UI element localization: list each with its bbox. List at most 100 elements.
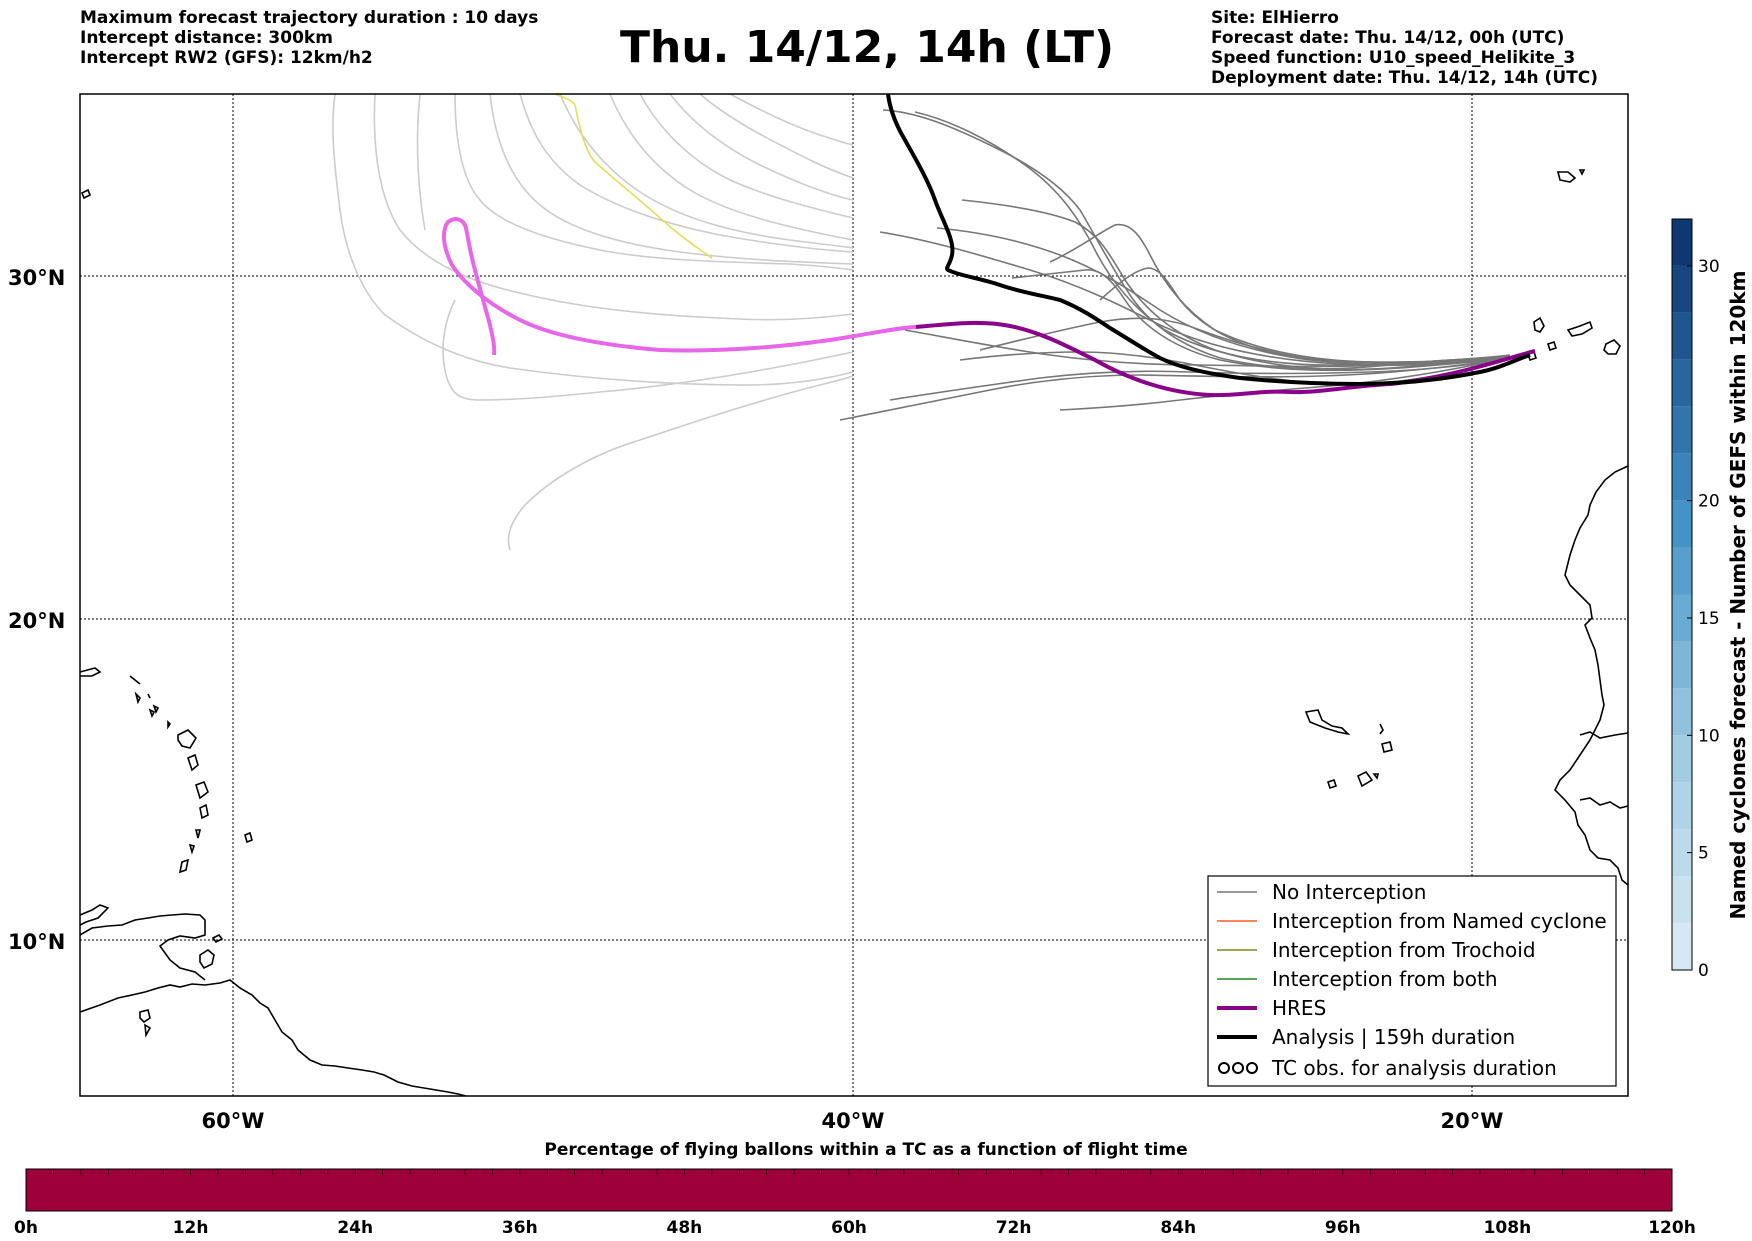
island-cabo-verde-4	[1356, 770, 1374, 788]
island-azores-west	[80, 188, 92, 200]
coast-africa-gambia	[1579, 731, 1629, 739]
gray-track-11	[889, 357, 1511, 401]
time-bar-fill	[25, 1168, 1673, 1212]
time-bar: Percentage of flying ballons within a TC…	[14, 1140, 1696, 1238]
island-guadeloupe	[177, 729, 198, 749]
time-bar-minor-ticks	[53, 1169, 1645, 1175]
island-cabo-verde-6	[1326, 778, 1338, 790]
coast-yucatan	[79, 904, 110, 926]
island-margarita	[139, 1009, 152, 1038]
colorbar-segment	[1672, 359, 1692, 407]
coastlines	[79, 169, 1629, 1097]
time-bar-title: Percentage of flying ballons within a TC…	[544, 1140, 1187, 1160]
colorbar-tick-label: 20	[1698, 492, 1720, 512]
faded-track-11	[729, 93, 854, 146]
colorbar-segments	[1672, 219, 1692, 970]
faded-track-13	[507, 375, 854, 551]
time-bar-tick-label: 48h	[667, 1218, 703, 1238]
colorbar-segment	[1672, 500, 1692, 548]
colorbar-segment	[1672, 594, 1692, 642]
faded-track-3	[454, 93, 854, 271]
colorbar-segment	[1672, 312, 1692, 360]
gray-track-5	[1011, 269, 1511, 372]
coast-caribbean-north	[79, 913, 206, 981]
colorbar-ticks: 0 5 10 15 20 30	[1687, 257, 1720, 981]
time-bar-tick-label: 96h	[1325, 1218, 1361, 1238]
coast-africa-guinea	[1579, 797, 1629, 809]
time-bar-tick-label: 108h	[1484, 1218, 1532, 1238]
island-puerto-rico	[79, 667, 102, 677]
island-barbados	[244, 831, 253, 844]
gray-track-10	[839, 357, 1511, 421]
legend-label-trochoid: Interception from Trochoid	[1272, 938, 1536, 962]
island-stlucia	[199, 803, 209, 820]
faded-track-10	[699, 93, 854, 179]
faded-track-7	[609, 93, 854, 241]
legend-label-tc-obs: TC obs. for analysis duration	[1271, 1056, 1557, 1080]
legend: No Interception Interception from Named …	[1207, 875, 1617, 1087]
speed-function-text: Speed function: U10_speed_Helikite_3	[1211, 48, 1576, 68]
hres-track	[915, 320, 1536, 398]
lon-label-40w: 40°W	[822, 1109, 885, 1133]
faded-track-8	[639, 93, 854, 219]
colorbar-segment	[1672, 735, 1692, 783]
colorbar-label: Named cyclones forecast - Number of GEFS…	[1726, 271, 1750, 920]
island-dominica	[187, 753, 199, 772]
tc-obs-symbol-3	[1246, 1062, 1258, 1074]
island-cabo-verde-2	[1379, 723, 1384, 735]
legend-label-named-cyclone: Interception from Named cyclone	[1272, 909, 1607, 933]
island-antigua	[152, 704, 172, 730]
colorbar-tick-label: 15	[1698, 609, 1720, 629]
island-stvincent	[178, 829, 202, 874]
island-martinique	[195, 780, 209, 800]
colorbar-segment	[1672, 829, 1692, 877]
colorbar-segment	[1672, 641, 1692, 689]
lon-label-60w: 60°W	[202, 1109, 265, 1133]
legend-swatch-tc-obs	[1218, 1062, 1258, 1074]
time-bar-tick-label: 0h	[14, 1218, 38, 1238]
deployment-date-text: Deployment date: Thu. 14/12, 14h (UTC)	[1211, 68, 1598, 88]
lat-label-10n: 10°N	[8, 930, 65, 954]
time-bar-tick-label: 60h	[831, 1218, 867, 1238]
intercept-distance-text: Intercept distance: 300km	[80, 28, 333, 48]
colorbar-tick-label: 5	[1698, 844, 1709, 864]
island-tobago	[211, 933, 224, 944]
max-duration-text: Maximum forecast trajectory duration : 1…	[80, 8, 539, 28]
gray-track-14	[979, 317, 1511, 364]
coast-south-america	[79, 979, 467, 1097]
time-bar-tick-label: 36h	[502, 1218, 538, 1238]
time-bar-tick-label: 72h	[996, 1218, 1032, 1238]
colorbar-segment	[1672, 876, 1692, 924]
faded-track-4	[489, 93, 854, 265]
faded-track-5	[519, 93, 854, 253]
time-bar-tick-label: 120h	[1648, 1218, 1696, 1238]
colorbar-segment	[1672, 265, 1692, 313]
time-bar-tick-label: 84h	[1160, 1218, 1196, 1238]
lon-label-20w: 20°W	[1441, 1109, 1504, 1133]
colorbar-segment	[1672, 688, 1692, 736]
legend-label-both: Interception from both	[1272, 967, 1498, 991]
legend-label-hres: HRES	[1272, 996, 1326, 1020]
faded-track-1	[332, 93, 854, 386]
island-trinidad	[199, 949, 215, 970]
lat-label-30n: 30°N	[8, 266, 65, 290]
island-madeira	[1556, 169, 1586, 183]
colorbar-tick-label: 0	[1698, 961, 1709, 981]
lat-label-20n: 20°N	[8, 609, 65, 633]
island-cabo-verde-1	[1304, 709, 1351, 736]
colorbar-frame	[1671, 218, 1693, 971]
colorbar-segment	[1672, 923, 1692, 970]
tc-obs-symbol-1	[1218, 1062, 1230, 1074]
intercept-rw2-text: Intercept RW2 (GFS): 12km/h2	[80, 48, 373, 68]
time-bar-tick-label: 12h	[173, 1218, 209, 1238]
faded-track-6	[559, 93, 854, 249]
map-frame	[79, 93, 1629, 1097]
legend-label-analysis: Analysis | 159h duration	[1272, 1025, 1515, 1049]
tc-obs-symbol-2	[1232, 1062, 1244, 1074]
colorbar-segment	[1672, 406, 1692, 454]
colorbar-tick-label: 30	[1698, 257, 1720, 277]
named-cyclone-colorbar: 0 5 10 15 20 30 Named cyclones forecast - Num…	[1671, 218, 1750, 981]
colorbar-segment	[1672, 453, 1692, 501]
time-bar-labels: 0h 12h 24h 36h 48h 60h 72h 84h 96h 108h 120h	[14, 1218, 1696, 1238]
